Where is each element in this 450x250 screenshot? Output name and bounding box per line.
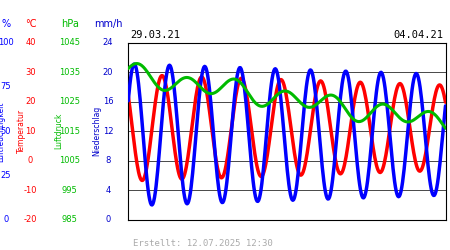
Text: 40: 40 — [25, 38, 36, 47]
Text: 30: 30 — [25, 68, 36, 76]
Text: 10: 10 — [25, 127, 36, 136]
Text: 0: 0 — [3, 216, 9, 224]
Text: 24: 24 — [103, 38, 113, 47]
Text: 1035: 1035 — [59, 68, 80, 76]
Text: 12: 12 — [103, 127, 113, 136]
Text: Erstellt: 12.07.2025 12:30: Erstellt: 12.07.2025 12:30 — [133, 238, 273, 248]
Text: 4: 4 — [105, 186, 111, 195]
Text: °C: °C — [25, 19, 36, 29]
Text: 20: 20 — [25, 97, 36, 106]
Text: 50: 50 — [0, 127, 11, 136]
Text: 8: 8 — [105, 156, 111, 165]
Text: 1005: 1005 — [59, 156, 80, 165]
Text: 25: 25 — [0, 171, 11, 180]
Text: 04.04.21: 04.04.21 — [393, 30, 443, 40]
Text: -20: -20 — [24, 216, 37, 224]
Text: Luftdruck: Luftdruck — [54, 113, 63, 150]
Text: 20: 20 — [103, 68, 113, 76]
Text: mm/h: mm/h — [94, 19, 122, 29]
Text: 985: 985 — [62, 216, 78, 224]
Text: hPa: hPa — [61, 19, 79, 29]
Text: Temperatur: Temperatur — [17, 109, 26, 153]
Text: 1015: 1015 — [59, 127, 80, 136]
Text: 0: 0 — [105, 216, 111, 224]
Text: Niederschlag: Niederschlag — [92, 106, 101, 156]
Text: 0: 0 — [28, 156, 33, 165]
Text: 29.03.21: 29.03.21 — [130, 30, 180, 40]
Text: 995: 995 — [62, 186, 77, 195]
Text: 100: 100 — [0, 38, 14, 47]
Text: 1045: 1045 — [59, 38, 80, 47]
Text: %: % — [1, 19, 10, 29]
Text: -10: -10 — [24, 186, 37, 195]
Text: 16: 16 — [103, 97, 113, 106]
Text: 1025: 1025 — [59, 97, 80, 106]
Text: 75: 75 — [0, 82, 11, 91]
Text: Luftfeuchtigkeit: Luftfeuchtigkeit — [0, 101, 5, 162]
